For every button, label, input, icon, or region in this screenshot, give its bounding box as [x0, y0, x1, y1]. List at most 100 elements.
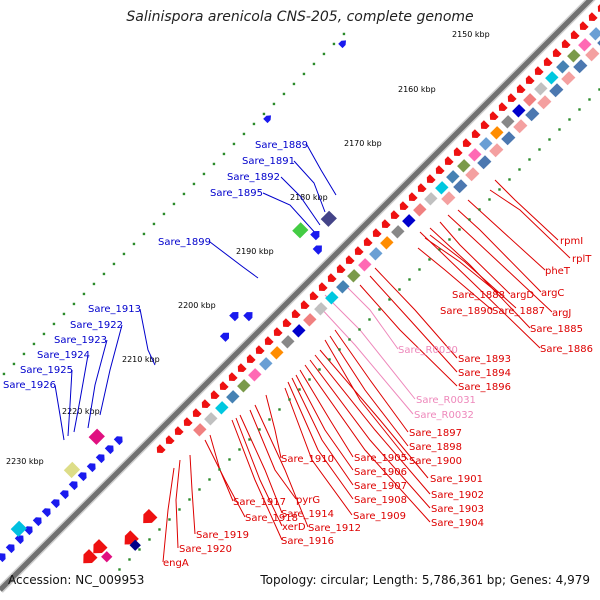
tick-mark [148, 538, 151, 541]
gene-category-block [226, 390, 240, 404]
gene-category-block [63, 461, 81, 479]
tick-mark [182, 192, 186, 196]
tick-label: 2190 kbp [236, 247, 274, 256]
gene-category-block [314, 302, 328, 316]
minus-strand-gene [156, 444, 166, 453]
minus-strand-gene [345, 255, 355, 264]
tick-mark [202, 172, 206, 176]
minus-strand-gene [264, 336, 274, 345]
gene-label: Sare_1926 [3, 380, 56, 391]
leader-line [429, 234, 517, 309]
leader-line [280, 176, 321, 226]
leader-line [344, 284, 399, 350]
gene-label: Sare_1919 [196, 530, 249, 541]
tick-mark [112, 262, 116, 266]
minus-strand-gene [390, 210, 400, 219]
gene-label: Sare_1899 [158, 237, 211, 248]
plus-strand-gene [113, 436, 123, 446]
minus-strand-gene [291, 309, 301, 318]
tick-mark [358, 328, 361, 331]
tick-mark [142, 232, 146, 236]
tick-mark [208, 478, 211, 481]
minus-strand-gene [489, 111, 499, 120]
leader-line [162, 467, 175, 563]
minus-strand-gene [83, 549, 98, 564]
gene-category-block [347, 269, 361, 283]
minus-strand-gene [507, 93, 517, 102]
map-title: Salinispora arenicola CNS-205, complete … [126, 9, 474, 25]
gene-label: pyrG [296, 495, 320, 506]
leader-line [309, 359, 431, 509]
plus-strand-gene [229, 312, 239, 322]
tick-mark [42, 332, 46, 336]
gene-category-block [525, 107, 540, 122]
minus-strand-gene [143, 509, 158, 524]
leader-line [265, 394, 282, 459]
gene-category-block [303, 313, 317, 327]
leader-line [374, 267, 458, 359]
tick-mark [162, 212, 166, 216]
gene-label: Sare_1904 [431, 518, 484, 529]
gene-category-block [129, 539, 141, 551]
minus-strand-leaders [162, 179, 571, 563]
gene-label: argD [510, 290, 534, 301]
gene-category-block [457, 159, 471, 173]
gene-label: Sare_1924 [37, 350, 90, 361]
tick-mark [518, 168, 521, 171]
plus-strand-leaders [54, 144, 337, 441]
tick-mark [2, 372, 6, 376]
gene-category-block [88, 428, 105, 445]
genome-summary-text: Topology: circular; Length: 5,786,361 bp… [260, 573, 590, 587]
minus-strand-gene [462, 138, 472, 147]
tick-mark [448, 238, 451, 241]
minus-strand-gene [516, 84, 526, 93]
gene-category-block [534, 82, 548, 96]
gene-label: Sare_1891 [242, 156, 295, 167]
gene-label: Sare_1914 [281, 509, 334, 520]
gene-category-block [413, 203, 427, 217]
tick-mark [188, 498, 191, 501]
minus-strand-gene [570, 30, 580, 39]
gene-label: Sare_1905 [354, 453, 407, 464]
gene-label: Sare_1895 [210, 188, 263, 199]
gene-category-block [556, 60, 570, 74]
tick-mark [262, 112, 266, 116]
tick-label: 2170 kbp [344, 139, 382, 148]
tick-mark [198, 488, 201, 491]
gene-label: Sare_1888 [452, 290, 505, 301]
tick-mark [418, 268, 421, 271]
gene-category-block [10, 520, 27, 537]
gene-label: Sare_1917 [233, 497, 286, 508]
plus-strand-gene [59, 490, 69, 500]
leader-line [457, 209, 542, 293]
gene-category-block [453, 179, 468, 194]
leader-line [447, 214, 553, 313]
leader-line [494, 179, 559, 241]
gene-features [0, 4, 600, 571]
gene-category-block [237, 379, 251, 393]
tick-mark [52, 322, 56, 326]
tick-mark [398, 288, 401, 291]
tick-mark [342, 32, 346, 36]
tick-label: 2220 kbp [62, 407, 100, 416]
tick-mark [132, 242, 136, 246]
minus-strand-gene [534, 66, 544, 75]
leader-line [235, 417, 283, 527]
tick-mark [192, 182, 196, 186]
tick-mark [278, 408, 281, 411]
plus-strand-gene [14, 535, 24, 545]
minus-strand-gene [444, 156, 454, 165]
gene-category-block [501, 115, 515, 129]
leader-line [293, 160, 326, 213]
tick-mark [272, 102, 276, 106]
tick-mark [238, 448, 241, 451]
minus-strand-gene [246, 354, 256, 363]
minus-strand-gene [354, 246, 364, 255]
gene-category-block [585, 47, 600, 62]
tick-mark [468, 218, 471, 221]
minus-strand-gene [318, 282, 328, 291]
gene-label: engA [163, 558, 189, 569]
tick-mark [12, 362, 16, 366]
gene-label: Sare_1920 [179, 544, 232, 555]
